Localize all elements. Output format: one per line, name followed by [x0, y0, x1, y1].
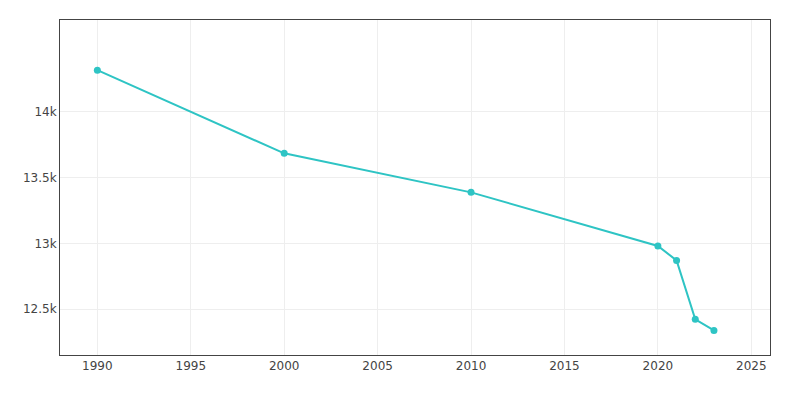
- svg-text:2000: 2000: [269, 359, 300, 373]
- svg-text:2015: 2015: [549, 359, 580, 373]
- svg-text:12.5k: 12.5k: [23, 302, 57, 316]
- svg-text:2025: 2025: [736, 359, 767, 373]
- svg-text:1995: 1995: [176, 359, 207, 373]
- svg-text:1990: 1990: [82, 359, 113, 373]
- svg-text:13k: 13k: [34, 237, 56, 251]
- svg-text:2005: 2005: [362, 359, 393, 373]
- svg-text:14k: 14k: [34, 105, 56, 119]
- svg-text:2010: 2010: [456, 359, 487, 373]
- svg-text:2020: 2020: [643, 359, 674, 373]
- svg-text:13.5k: 13.5k: [23, 171, 57, 185]
